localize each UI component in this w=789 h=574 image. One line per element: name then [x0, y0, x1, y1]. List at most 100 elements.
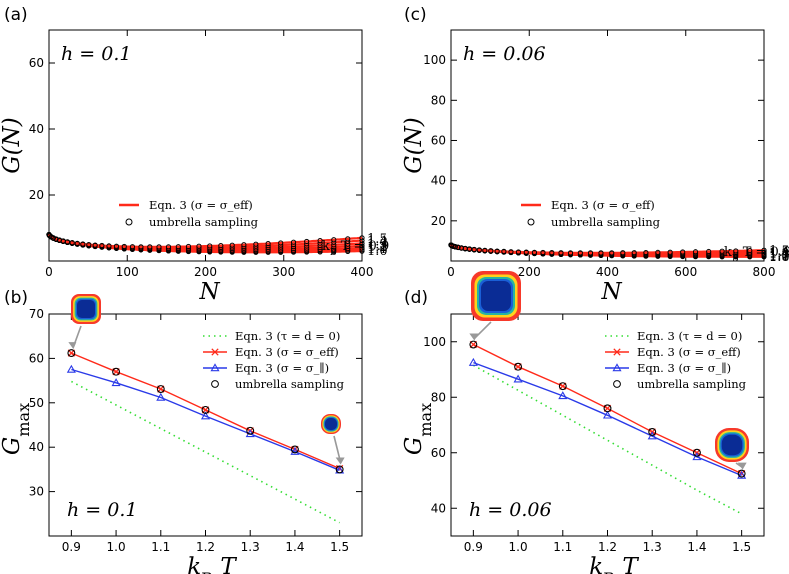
y-axis-label-b-subscript: max — [14, 403, 33, 437]
y-tick-label-d: 40 — [431, 501, 446, 515]
umbrella-point-a — [64, 239, 71, 245]
sigma-par-marker-d — [647, 431, 657, 440]
x-axis-label-b-rest: T — [213, 554, 237, 574]
umbrella-point-c — [515, 249, 522, 255]
h-value-label-c: h = 0.06 — [463, 43, 546, 65]
y-tick-label-b: 60 — [29, 351, 44, 365]
umbrella-point-c — [450, 243, 456, 249]
x-axis-label-b-subscript: B — [201, 569, 213, 574]
inset-arrowhead-b — [335, 457, 345, 465]
umbrella-point-b — [156, 385, 165, 393]
umbrella-point-a — [147, 244, 153, 250]
sigma-eff-marker-d — [559, 382, 567, 390]
x-tick-label-c: 200 — [518, 265, 541, 279]
x-tick-label-a: 200 — [194, 265, 217, 279]
panel-tag-d: (d) — [404, 288, 428, 308]
inset-arrow-d — [473, 321, 492, 340]
temperature-label-a: 1.5 — [367, 232, 388, 247]
nucleus-inset-small-d-layer — [721, 434, 743, 456]
umbrella-point-c — [719, 248, 725, 254]
umbrella-point-a — [304, 238, 310, 245]
series-line-sigma-par-b — [71, 368, 340, 471]
umbrella-point-a — [86, 241, 92, 248]
x-axis-label-b-main: k — [187, 554, 201, 574]
umbrella-point-c — [706, 248, 712, 255]
temperature-label-c: 1.0 — [769, 250, 789, 265]
x-tick-label-c: 800 — [753, 265, 776, 279]
sigma-par-marker-d — [737, 470, 747, 479]
sigma-par-marker-d — [602, 410, 613, 419]
umbrella-point-a — [175, 244, 181, 250]
x-tick-label-a: 300 — [272, 265, 295, 279]
umbrella-point-b — [246, 426, 255, 435]
temperature-label-c: 1.3 — [769, 247, 789, 262]
y-tick-label-c: 20 — [431, 214, 446, 228]
y-axis-label-a: G(N) — [0, 117, 25, 173]
umbrella-point-b — [67, 349, 76, 358]
umbrella-point-b — [335, 465, 344, 474]
umbrella-point-c — [598, 250, 604, 256]
x-tick-label-d: 1.1 — [553, 540, 572, 554]
x-axis-label-d-subscript: B — [603, 569, 615, 574]
umbrella-point-a — [196, 243, 202, 249]
x-tick-label-d: 1.3 — [643, 540, 662, 554]
umbrella-point-c — [471, 246, 477, 253]
sigma-par-marker-d — [468, 357, 478, 366]
x-axis-label-a: N — [198, 279, 220, 305]
legend-label-b: Eqn. 3 (τ = d = 0) — [235, 329, 340, 343]
temperature-label-a: kB T = 0.9 — [322, 239, 389, 258]
temperature-label-a-rest: T = 0.9 — [337, 239, 390, 254]
inset-arrowhead-d — [469, 333, 479, 341]
temperature-label-c-rest: T = 0.9 — [739, 245, 789, 260]
y-axis-label-d-subscript: max — [416, 403, 435, 437]
y-tick-label-c: 100 — [423, 53, 446, 67]
y-tick-label-c: 40 — [431, 174, 446, 188]
y-tick-label-d: 100 — [423, 335, 446, 349]
x-tick-label-c: 0 — [447, 265, 455, 279]
x-tick-label-b: 0.9 — [62, 540, 81, 554]
umbrella-point-a — [50, 235, 56, 241]
panel-tag-b: (b) — [4, 288, 28, 308]
y-axis-label-d-main: G — [401, 437, 427, 455]
umbrella-point-a — [156, 244, 162, 250]
umbrella-point-a — [218, 242, 224, 249]
umbrella-point-c — [540, 249, 546, 256]
x-tick-label-d: 1.0 — [509, 540, 528, 554]
series-group-b — [66, 349, 345, 524]
umbrella-point-c — [655, 249, 661, 256]
umbrella-point-c — [452, 244, 458, 250]
h-value-label-b: h = 0.1 — [67, 499, 137, 521]
umbrella-point-c — [620, 250, 626, 256]
umbrella-point-d — [692, 448, 701, 457]
inset-arrowhead-d — [737, 462, 747, 470]
legend-label-d: Eqn. 3 (τ = d = 0) — [637, 329, 742, 343]
temperature-label-a: 1.0 — [367, 244, 388, 259]
y-axis-label-b-main: G — [0, 437, 25, 455]
sigma-par-marker-d — [558, 391, 568, 400]
umbrella-point-a — [53, 236, 59, 242]
legend-label-b: Eqn. 3 (σ = σ_eff) — [235, 345, 339, 359]
umbrella-point-a — [99, 242, 105, 249]
umbrella-point-a — [290, 239, 297, 245]
x-tick-label-d: 1.5 — [732, 540, 751, 554]
series-line-tau0-b — [71, 380, 340, 524]
legend-label-d: Eqn. 3 (σ = σ_eff) — [637, 345, 741, 359]
legend-circle-marker-d — [613, 380, 621, 388]
umbrella-point-a — [359, 235, 365, 241]
inset-arrowhead-b — [68, 342, 77, 350]
x-axis-label-d: kB T — [589, 554, 639, 574]
umbrella-point-c — [567, 250, 574, 256]
y-tick-label-c: 60 — [431, 133, 446, 147]
temperature-label-c: 1.1 — [769, 250, 789, 265]
umbrella-point-c — [761, 249, 767, 255]
umbrella-point-a — [265, 240, 271, 247]
umbrella-point-a — [207, 243, 213, 249]
legend-triangle-marker-d — [612, 363, 622, 372]
nucleus-inset-large-b — [71, 294, 101, 324]
nucleus-inset-small-b-layer — [325, 418, 337, 430]
h-value-label-d: h = 0.06 — [469, 499, 552, 521]
legend-x-marker-d — [613, 348, 621, 356]
y-tick-label-d: 80 — [431, 390, 446, 404]
legend-circle-marker-a — [125, 218, 133, 226]
